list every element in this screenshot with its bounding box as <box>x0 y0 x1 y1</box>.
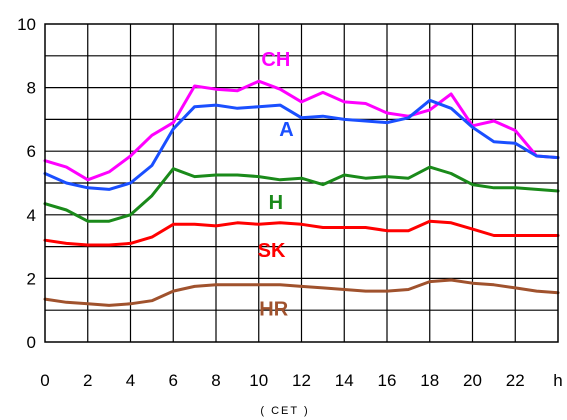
plot-frame <box>44 23 559 343</box>
y-tick-label: 4 <box>27 206 36 225</box>
y-tick-label: 2 <box>27 269 36 288</box>
y-tick-label: 0 <box>27 333 36 352</box>
series-line-sk <box>43 219 560 247</box>
series-label-h: H <box>269 192 283 214</box>
y-tick-label: 10 <box>17 15 36 34</box>
grid <box>45 24 558 342</box>
series-label-sk: SK <box>258 240 286 262</box>
x-tick-label: 20 <box>463 371 482 390</box>
y-tick-label: 8 <box>27 79 36 98</box>
y-tick-label: 6 <box>27 142 36 161</box>
series-line-a <box>43 98 560 191</box>
x-tick-label: 22 <box>506 371 525 390</box>
x-tick-label: 14 <box>335 371 354 390</box>
series-label-a: A <box>279 119 293 141</box>
x-tick-label: 4 <box>126 371 135 390</box>
series-label-hr: HR <box>259 299 288 321</box>
y-axis-ticks: 0 2 4 6 8 10 <box>17 15 36 352</box>
x-tick-label: 0 <box>40 371 49 390</box>
x-axis-ticks: 0 2 4 6 8 10 12 14 16 18 20 22 <box>40 371 524 390</box>
x-tick-label: 16 <box>378 371 397 390</box>
x-tick-label: 2 <box>83 371 92 390</box>
x-tick-label: 6 <box>169 371 178 390</box>
series-lines <box>43 79 560 307</box>
series-line-hr <box>43 278 560 307</box>
x-axis-unit-label: h <box>553 371 562 390</box>
x-tick-label: 8 <box>211 371 220 390</box>
x-tick-label: 18 <box>420 371 439 390</box>
series-labels: CH A H SK HR <box>258 49 294 321</box>
x-axis-sublabel: ( CET ) <box>260 405 309 417</box>
series-label-ch: CH <box>261 49 290 71</box>
series-line-h <box>43 165 560 223</box>
x-tick-label: 12 <box>292 371 311 390</box>
x-tick-label: 10 <box>249 371 268 390</box>
